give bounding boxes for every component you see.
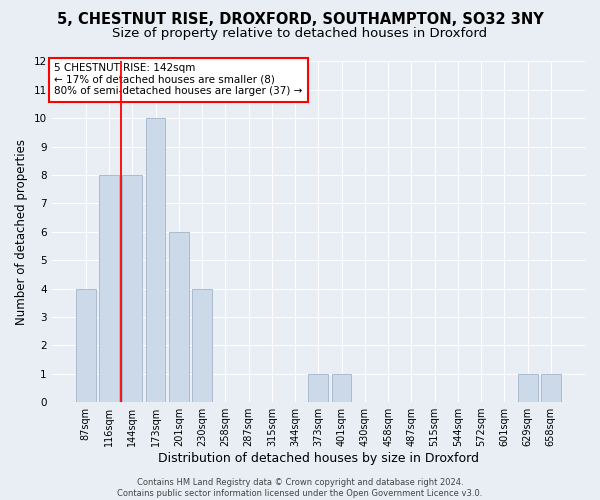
Bar <box>146 118 166 402</box>
Bar <box>99 175 119 402</box>
Text: Contains HM Land Registry data © Crown copyright and database right 2024.
Contai: Contains HM Land Registry data © Crown c… <box>118 478 482 498</box>
Bar <box>518 374 538 402</box>
Bar <box>541 374 561 402</box>
Bar <box>76 288 95 402</box>
Bar <box>169 232 188 402</box>
Bar <box>332 374 352 402</box>
Bar <box>122 175 142 402</box>
Text: 5, CHESTNUT RISE, DROXFORD, SOUTHAMPTON, SO32 3NY: 5, CHESTNUT RISE, DROXFORD, SOUTHAMPTON,… <box>56 12 544 28</box>
Bar <box>308 374 328 402</box>
Y-axis label: Number of detached properties: Number of detached properties <box>15 139 28 325</box>
Text: 5 CHESTNUT RISE: 142sqm
← 17% of detached houses are smaller (8)
80% of semi-det: 5 CHESTNUT RISE: 142sqm ← 17% of detache… <box>55 63 303 96</box>
Bar <box>192 288 212 402</box>
X-axis label: Distribution of detached houses by size in Droxford: Distribution of detached houses by size … <box>158 452 479 465</box>
Text: Size of property relative to detached houses in Droxford: Size of property relative to detached ho… <box>112 28 488 40</box>
